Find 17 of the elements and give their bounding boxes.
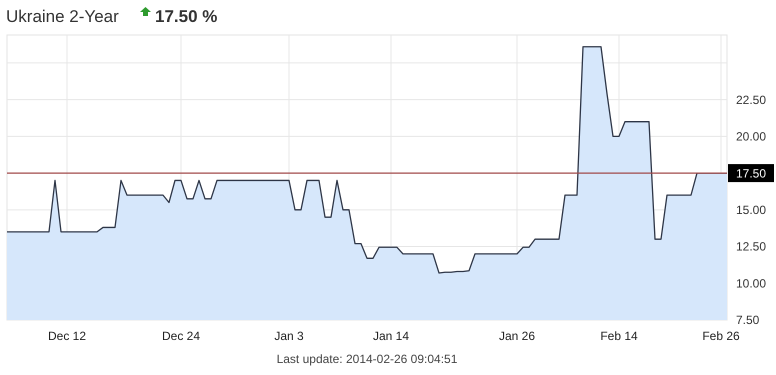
y-tick-label: 7.50 [736, 313, 760, 328]
y-tick-label: 15.00 [736, 203, 766, 218]
x-tick-label: Dec 12 [48, 329, 86, 343]
ref-line-label: 17.50 [736, 166, 766, 180]
x-tick-label: Feb 26 [702, 329, 740, 343]
chart-subtitle: 17.50 % [155, 7, 218, 26]
y-tick-label: 22.50 [736, 92, 766, 107]
x-tick-label: Jan 26 [498, 329, 536, 343]
x-tick-label: Jan 3 [274, 329, 304, 343]
y-tick-label: 20.00 [736, 130, 766, 144]
x-tick-label: Feb 14 [600, 329, 638, 343]
y-tick-label: 10.00 [736, 276, 766, 290]
x-tick-label: Jan 14 [372, 329, 410, 343]
y-tick-label: 12.50 [736, 240, 766, 254]
text: Last update: 2014-02-26 09:04:51 [276, 352, 458, 366]
x-tick-label: Dec 24 [162, 329, 200, 343]
chart-title: Ukraine 2-Year [6, 7, 120, 26]
